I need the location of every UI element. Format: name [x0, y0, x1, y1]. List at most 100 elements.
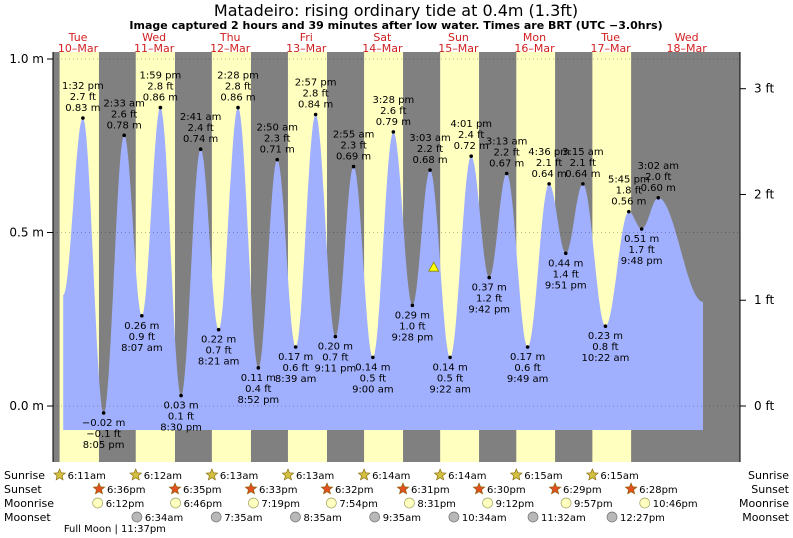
tide-label: 2.4 ft — [187, 123, 213, 134]
sunrise-icon — [205, 468, 219, 481]
sunrise-time: 6:12am — [144, 471, 182, 482]
day-labels: Tue10–MarWed11–MarThu12–MarFri13–MarSat1… — [58, 31, 707, 55]
moonrise-icon — [639, 497, 651, 509]
right-axis-tick-label: 3 ft — [754, 82, 774, 96]
moonset-icon — [210, 511, 222, 523]
tide-label: 9:22 am — [429, 384, 471, 395]
left-axis-tick-label: 0.5 m — [9, 226, 44, 240]
tide-label: 0.79 m — [376, 117, 411, 128]
tide-label: 0.78 m — [107, 120, 142, 131]
sunrise-icon — [585, 468, 599, 481]
tide-label: 2.2 ft — [417, 144, 443, 155]
tide-label: 2.2 ft — [494, 148, 520, 159]
moonset-icon — [290, 511, 301, 523]
moonrise-icon — [404, 497, 415, 509]
tide-label: 3:03 am — [409, 133, 451, 144]
tide-label: 0.83 m — [65, 103, 100, 114]
tide-label: 2:55 am — [333, 130, 375, 141]
tide-extremum-point — [656, 196, 661, 200]
tide-label: 3:02 am — [637, 161, 679, 172]
tide-extremum-point — [101, 411, 106, 415]
tide-label: 9:11 pm — [315, 364, 357, 375]
tide-extremum-point — [469, 154, 473, 158]
tide-label: 2.3 ft — [264, 134, 290, 145]
tide-label: 5:45 pm — [608, 175, 650, 186]
sunset-time: 6:33pm — [259, 485, 298, 496]
left-axis-meters: 1.0 m 0.5 m 0.0 m — [9, 52, 54, 462]
tide-extremum-point — [351, 164, 356, 169]
moonrise-icon — [170, 497, 181, 509]
sunset-icon — [548, 482, 562, 495]
tide-label: 8:39 am — [275, 374, 317, 385]
sunrise-time: 6:13am — [296, 471, 334, 482]
sunrise-icon — [53, 468, 67, 481]
tide-water-area — [63, 107, 703, 430]
moonrise-time: 8:31pm — [417, 499, 456, 510]
day-name: Tue — [600, 31, 620, 44]
right-axis-tick-label: 2 ft — [754, 187, 774, 201]
tide-extremum-point — [275, 157, 280, 162]
tide-label: 0.37 m — [472, 283, 507, 294]
tide-label: 2.7 ft — [70, 92, 96, 103]
tide-label: −0.1 ft — [86, 429, 121, 440]
tide-label: 0.14 m — [355, 362, 390, 373]
tide-extremum-point — [158, 105, 163, 110]
tide-label: 0.86 m — [220, 93, 255, 104]
tide-label: 0.84 m — [298, 100, 333, 111]
tide-label: 0.17 m — [510, 352, 545, 363]
moonrise-time: 6:12pm — [106, 499, 145, 510]
tide-extremum-point — [391, 130, 396, 134]
tide-label: 0.9 ft — [129, 332, 155, 343]
moonset-time: 6:34am — [145, 513, 183, 524]
sunset-icon — [624, 482, 638, 495]
day-name: Wed — [675, 31, 699, 44]
row-label-left-moonset: Moonset — [4, 511, 51, 524]
tide-extremum-point — [293, 345, 298, 349]
sunset-icon — [92, 482, 106, 495]
moonset-time: 10:34am — [462, 513, 507, 524]
tide-label: 9:48 pm — [621, 256, 663, 267]
tide-label: 2.4 ft — [458, 130, 484, 141]
tide-extremum-point — [216, 327, 221, 332]
moonset-time: 8:35am — [303, 513, 341, 524]
right-axis-tick-label: 1 ft — [754, 293, 774, 307]
moonset-time: 12:27pm — [620, 513, 665, 524]
sunset-icon — [320, 482, 334, 495]
row-label-right-moonset: Moonset — [742, 511, 789, 524]
moonset-icon — [527, 511, 539, 523]
tide-label: 4:01 pm — [450, 119, 492, 130]
tide-label: 0.20 m — [318, 342, 353, 353]
moonrise-time: 7:54pm — [339, 499, 378, 510]
tide-label: 1.7 ft — [628, 245, 654, 256]
sunrise-time: 6:13am — [220, 471, 258, 482]
tide-extremum-point — [122, 133, 126, 138]
tide-label: 2:33 am — [103, 98, 145, 109]
tide-label: 1:32 pm — [62, 81, 104, 92]
sunset-time: 6:36pm — [107, 485, 146, 496]
tide-extremum-point — [428, 168, 432, 172]
tide-label: 0.64 m — [565, 169, 600, 180]
tide-label: 0.6 ft — [282, 363, 308, 374]
row-label-right-sunrise: Sunrise — [748, 469, 789, 482]
day-date: 16–Mar — [514, 42, 555, 55]
tide-label: 0.4 ft — [245, 384, 271, 395]
gridlines — [53, 58, 740, 407]
sunrise-icon — [129, 468, 143, 481]
day-name: Thu — [219, 31, 241, 44]
tide-label: 0.67 m — [489, 159, 524, 170]
tide-extremum-point — [371, 355, 375, 360]
tide-label: 0.8 ft — [592, 342, 618, 353]
sunrise-time: 6:14am — [448, 471, 486, 482]
sunrise-icon — [509, 468, 523, 481]
tide-label: 3:13 am — [486, 137, 528, 148]
sunset-time: 6:31pm — [411, 485, 450, 496]
tide-label: 2:57 pm — [295, 78, 337, 89]
tide-label: 0.23 m — [588, 331, 623, 342]
tide-extremum-point — [179, 393, 183, 398]
tide-label: 2:41 am — [180, 112, 222, 123]
left-axis-tick-label: 0.0 m — [9, 399, 44, 413]
tide-extremum-point — [627, 209, 631, 214]
tide-label: 0.14 m — [433, 362, 468, 373]
